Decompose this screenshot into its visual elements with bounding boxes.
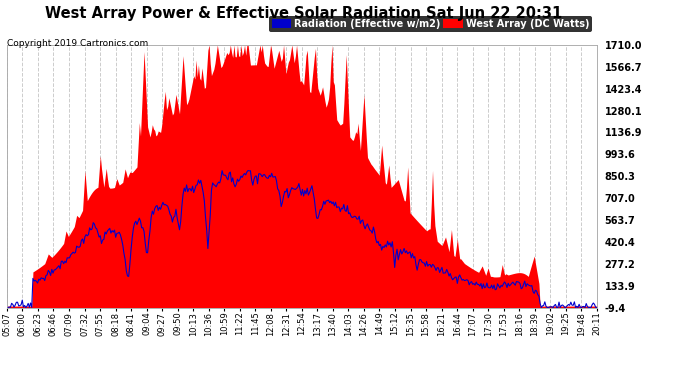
Text: Copyright 2019 Cartronics.com: Copyright 2019 Cartronics.com [7,39,148,48]
Legend: Radiation (Effective w/m2), West Array (DC Watts): Radiation (Effective w/m2), West Array (… [268,16,592,32]
Text: West Array Power & Effective Solar Radiation Sat Jun 22 20:31: West Array Power & Effective Solar Radia… [45,6,562,21]
